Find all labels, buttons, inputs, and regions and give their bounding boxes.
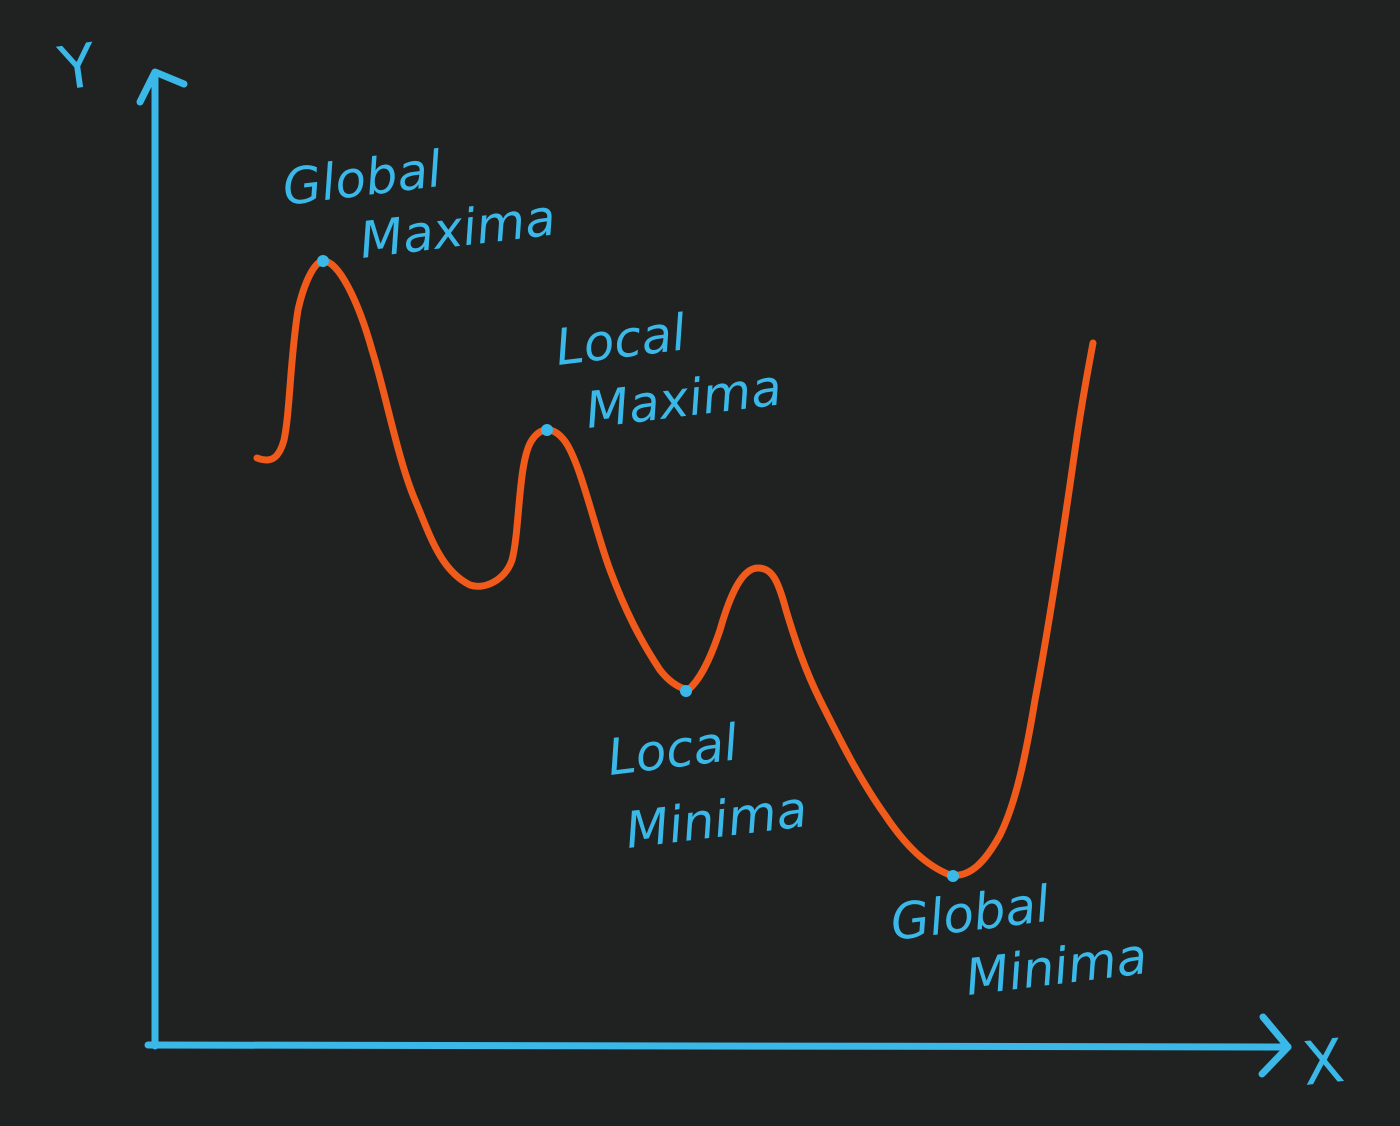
x-axis — [144, 1013, 1292, 1078]
x-axis-line — [144, 1041, 1292, 1051]
global-minima-marker — [947, 870, 959, 882]
global-maxima-label: Global Maxima — [279, 140, 558, 270]
local-maxima-label-line1: Local — [552, 303, 689, 376]
local-minima-label-line1: Local — [604, 713, 741, 786]
local-maxima-marker — [541, 424, 553, 436]
local-minima-label-line2: Minima — [622, 780, 810, 860]
x-axis-label: X — [1299, 1026, 1347, 1100]
x-axis-arrowhead — [1258, 1013, 1292, 1078]
global-maxima-marker — [317, 255, 329, 267]
y-axis — [136, 68, 188, 1050]
local-maxima-label: Local Maxima — [552, 303, 784, 439]
global-minima-label: Global Minima — [887, 875, 1150, 1007]
local-minima-label: Local Minima — [604, 713, 810, 859]
function-curve — [253, 257, 1097, 879]
local-maxima-label-line2: Maxima — [582, 358, 784, 440]
y-axis-arrowhead — [136, 68, 188, 106]
local-minima-marker — [680, 685, 692, 697]
y-axis-label: Y — [53, 30, 100, 105]
